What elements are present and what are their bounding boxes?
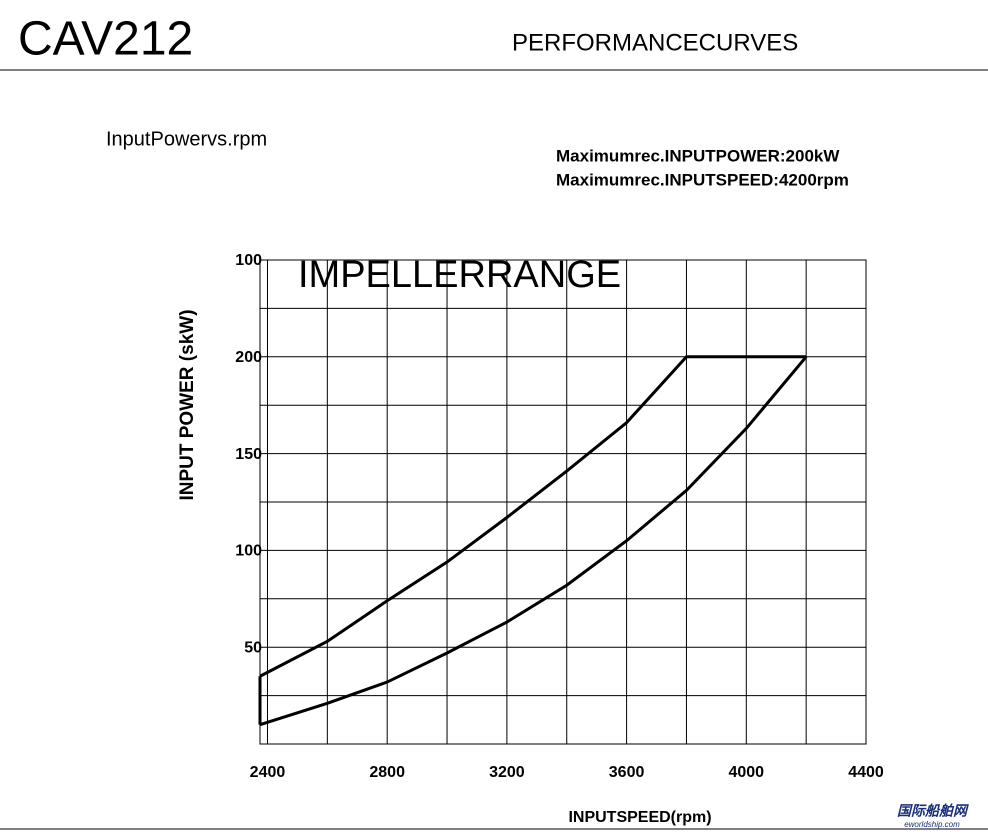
x-axis-label: INPUTSPEED(rpm) <box>568 809 711 826</box>
footer-logo: 国际船舶网 <box>897 803 969 819</box>
x-tick-label: 4000 <box>728 764 764 781</box>
y-tick-label: 200 <box>235 349 262 366</box>
x-tick-label: 3200 <box>489 764 525 781</box>
section-title: PERFORMANCECURVES <box>512 29 798 56</box>
chart-title: InputPowervs.rpm <box>106 128 267 150</box>
annotation: Maximumrec.INPUTPOWER:200kW <box>556 146 840 165</box>
x-tick-label: 2800 <box>369 764 405 781</box>
y-tick-label: 100 <box>235 543 262 560</box>
y-axis-label: INPUT POWER (skW) <box>177 309 198 500</box>
y-tick-label: 50 <box>244 639 262 656</box>
x-tick-label: 2400 <box>250 764 286 781</box>
annotation: Maximumrec.INPUTSPEED:4200rpm <box>556 170 849 189</box>
data-line <box>259 355 808 727</box>
x-tick-label: 4400 <box>848 764 884 781</box>
data-line <box>259 355 807 678</box>
x-tick-label: 3600 <box>609 764 645 781</box>
footer-site: eworldship.com <box>904 820 960 829</box>
y-tick-label: 150 <box>235 446 262 463</box>
y-tick-label: 100 <box>235 252 262 269</box>
annotation: IMPELLERRANGE <box>298 254 621 296</box>
model-title: CAV212 <box>18 13 193 66</box>
